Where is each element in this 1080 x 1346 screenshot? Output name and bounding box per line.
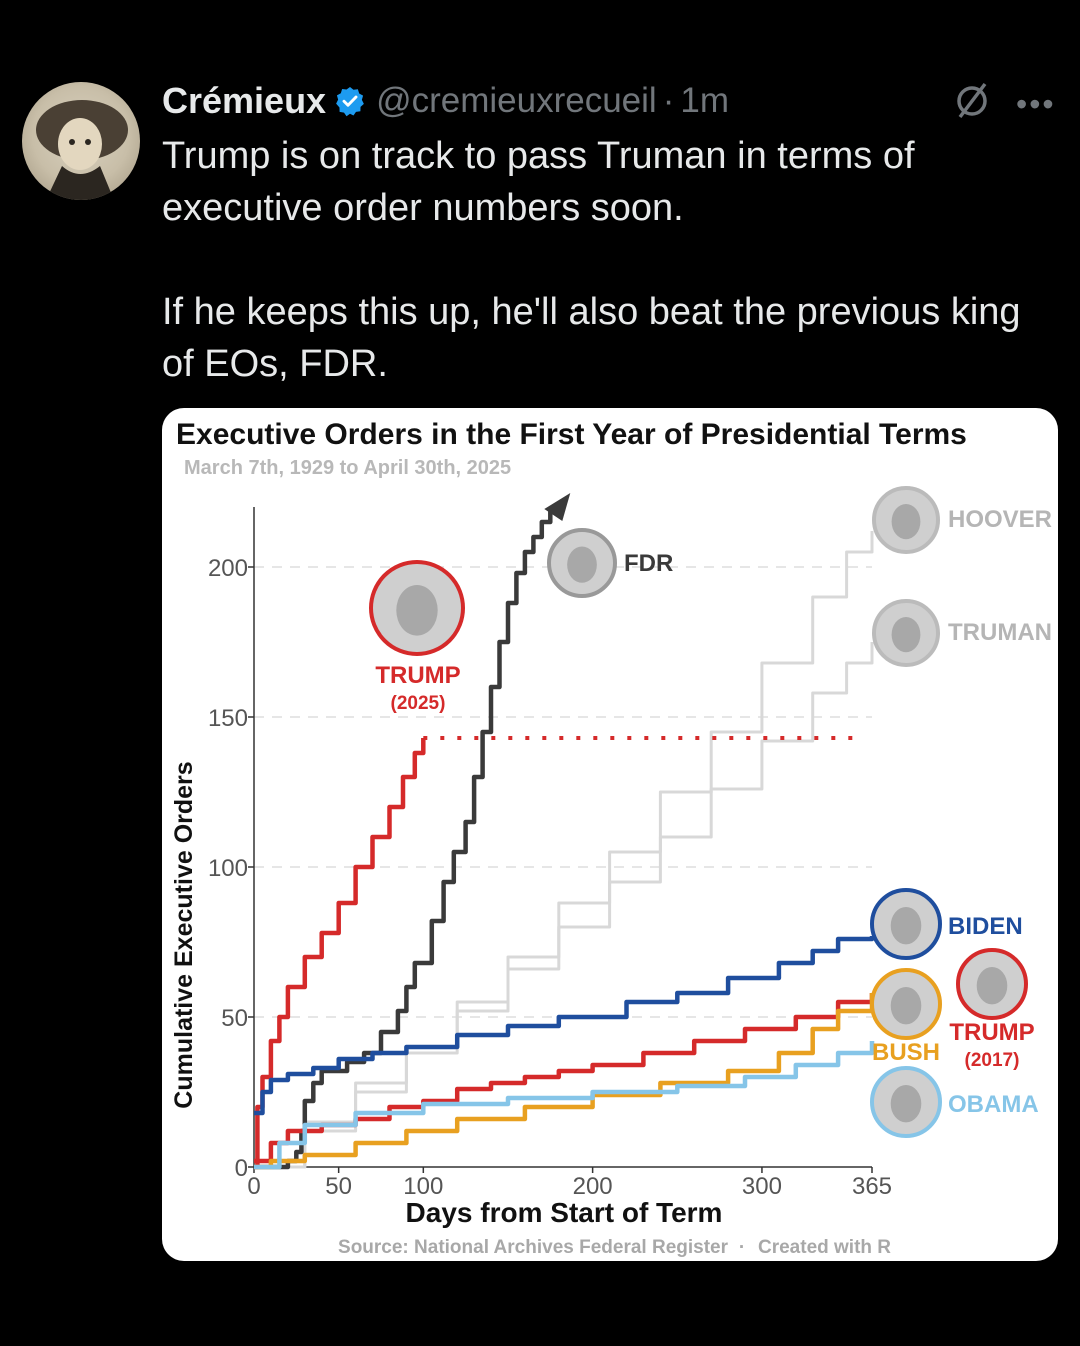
series-label-trump-2017-: TRUMP <box>949 1019 1034 1046</box>
chart-source: Source: National Archives Federal Regist… <box>338 1237 729 1258</box>
y-tick-label-100: 100 <box>208 855 248 882</box>
portrait-face-hoover <box>891 504 921 540</box>
chart-title: Executive Orders in the First Year of Pr… <box>176 418 967 451</box>
chart-series <box>254 493 875 1170</box>
portrait-face-bush <box>890 987 922 1025</box>
chart-series-labels: FDR TRUMP (2025) BIDEN TRUMP (2017) BUSH OBAMA H… <box>369 486 1052 1138</box>
verified-badge-icon <box>336 87 364 117</box>
series-label-hoover: HOOVER <box>948 506 1052 533</box>
x-tick-label-0: 0 <box>247 1173 260 1200</box>
x-tick-label-50: 50 <box>325 1173 352 1200</box>
chart-image-card[interactable]: Executive Orders in the First Year of Pr… <box>162 408 1058 1261</box>
x-tick-label-200: 200 <box>573 1173 613 1200</box>
chart-subtitle: March 7th, 1929 to April 30th, 2025 <box>184 457 511 479</box>
portrait-face-trump-2017- <box>976 967 1008 1005</box>
grok-icon[interactable] <box>952 80 992 120</box>
y-tick-label-0: 0 <box>235 1155 248 1182</box>
source-separator: · <box>739 1237 745 1258</box>
y-axis-label: Cumulative Executive Orders <box>170 761 198 1108</box>
author-name[interactable]: Crémieux <box>162 80 327 121</box>
fdr-arrow-head <box>544 493 571 521</box>
series-label-trump-2025-: TRUMP <box>375 662 460 689</box>
y-tick-label-200: 200 <box>208 555 248 582</box>
tweet-text: Trump is on track to pass Truman in term… <box>162 135 1021 385</box>
portrait-face-biden <box>890 907 922 945</box>
author-handle[interactable]: @cremieuxrecueil <box>376 81 657 120</box>
y-tick-label-150: 150 <box>208 705 248 732</box>
series-sublabel-trump-2017-: (2017) <box>965 1050 1020 1071</box>
series-line-fdr <box>254 507 553 1170</box>
series-line-obama <box>254 1041 875 1170</box>
series-label-obama: OBAMA <box>948 1091 1039 1118</box>
series-label-truman: TRUMAN <box>948 619 1052 646</box>
tweet-header: Crémieux @cremieuxrecueil · 1m <box>162 76 729 126</box>
x-tick-label-365: 365 <box>852 1173 892 1200</box>
x-tick-label-100: 100 <box>403 1173 443 1200</box>
author-avatar[interactable] <box>22 82 140 200</box>
portrait-face-trump-2025- <box>396 585 438 636</box>
series-line-trump-2025- <box>254 738 426 1170</box>
header-separator: · <box>662 81 675 120</box>
more-icon[interactable]: ••• <box>1016 86 1056 122</box>
x-axis-label: Days from Start of Term <box>406 1197 723 1228</box>
series-label-biden: BIDEN <box>948 913 1023 940</box>
chart-grid <box>254 566 872 1018</box>
chart-axes: 0 50 100 150 200 0 50 100 200 300 365 <box>208 507 892 1200</box>
y-tick-label-50: 50 <box>221 1005 248 1032</box>
series-label-bush: BUSH <box>872 1039 940 1066</box>
executive-orders-chart: Executive Orders in the First Year of Pr… <box>170 418 1052 1258</box>
series-line-biden <box>254 936 875 1116</box>
tweet-time[interactable]: 1m <box>680 81 729 120</box>
series-line-truman <box>254 642 874 1169</box>
portrait-face-fdr <box>567 546 597 583</box>
series-label-fdr: FDR <box>624 550 673 577</box>
avatar-portrait <box>36 100 128 200</box>
chart-credit: Created with R <box>758 1237 891 1258</box>
series-sublabel-trump-2025-: (2025) <box>391 693 446 714</box>
portrait-face-truman <box>891 617 921 653</box>
x-tick-label-300: 300 <box>742 1173 782 1200</box>
portrait-face-obama <box>890 1085 922 1123</box>
series-line-bush <box>254 993 875 1170</box>
